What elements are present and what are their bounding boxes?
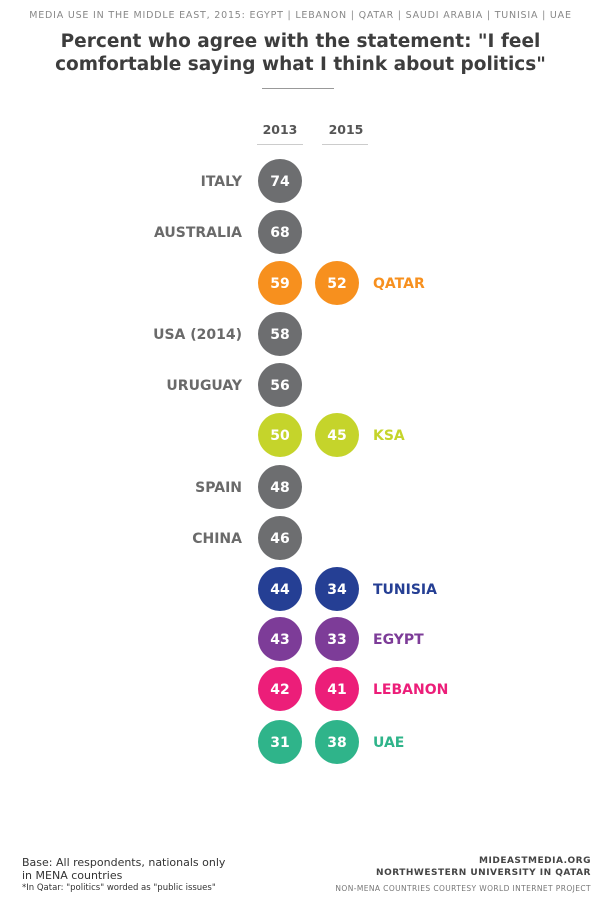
bubble-value-italy-2013: 74: [270, 174, 290, 190]
bubble-china-2013: [258, 516, 302, 560]
row-egypt: 43 33 EGYPT: [258, 617, 424, 661]
bubble-uruguay-2013: [258, 363, 302, 407]
bubble-value-usa-2014-2013: 58: [270, 327, 289, 343]
row-usa-2014: 58 USA (2014): [153, 312, 302, 356]
row-china: 46 CHINA: [192, 516, 302, 560]
base-note-line-1: Base: All respondents, nationals only: [22, 856, 226, 869]
qatar-note: *In Qatar: "politics" worded as "public …: [22, 883, 216, 893]
context-header: MEDIA USE IN THE MIDDLE EAST, 2015: EGYP…: [29, 10, 572, 21]
bubble-usa-2014-2013: [258, 312, 302, 356]
bubble-value-lebanon-2013: 42: [270, 682, 289, 698]
bubble-egypt-2015: [315, 617, 359, 661]
bubble-value-egypt-2015: 33: [327, 632, 346, 648]
column-rule-2013: [257, 144, 303, 145]
bubble-ksa-2013: [258, 413, 302, 457]
country-label-ksa: KSA: [373, 428, 405, 444]
bubble-value-egypt-2013: 43: [270, 632, 289, 648]
site-credit: MIDEASTMEDIA.ORG: [479, 856, 591, 866]
row-uruguay: 56 URUGUAY: [166, 363, 302, 407]
row-uae: 31 38 UAE: [258, 720, 404, 764]
bubble-value-uae-2013: 31: [270, 735, 289, 751]
base-note-line-2: in MENA countries: [22, 869, 123, 882]
bubble-value-tunisia-2013: 44: [270, 582, 290, 598]
country-label-qatar: QATAR: [373, 276, 425, 292]
row-lebanon: 42 41 LEBANON: [258, 667, 448, 711]
country-label-china: CHINA: [192, 531, 242, 547]
bubble-value-uae-2015: 38: [327, 735, 346, 751]
row-ksa: 50 45 KSA: [258, 413, 405, 457]
bubble-uae-2015: [315, 720, 359, 764]
country-label-uae: UAE: [373, 735, 404, 751]
country-label-lebanon: LEBANON: [373, 682, 448, 698]
country-label-australia: AUSTRALIA: [154, 225, 242, 241]
bubble-value-spain-2013: 48: [270, 480, 289, 496]
column-header-2015: 2015: [328, 122, 364, 137]
title-line-2: comfortable saying what I think about po…: [55, 54, 546, 75]
bubble-australia-2013: [258, 210, 302, 254]
country-label-tunisia: TUNISIA: [373, 582, 437, 598]
row-australia: 68 AUSTRALIA: [154, 210, 302, 254]
country-label-usa-2014: USA (2014): [153, 327, 242, 343]
row-spain: 48 SPAIN: [195, 465, 302, 509]
bubble-tunisia-2015: [315, 567, 359, 611]
bubble-spain-2013: [258, 465, 302, 509]
country-label-egypt: EGYPT: [373, 632, 424, 648]
bubble-value-qatar-2013: 59: [270, 276, 289, 292]
title-divider: [262, 88, 334, 89]
bubble-egypt-2013: [258, 617, 302, 661]
bubble-italy-2013: [258, 159, 302, 203]
country-label-spain: SPAIN: [195, 480, 242, 496]
column-header-2013: 2013: [262, 122, 298, 137]
bubble-uae-2013: [258, 720, 302, 764]
bubble-value-ksa-2015: 45: [327, 428, 346, 444]
bubble-value-qatar-2015: 52: [327, 276, 346, 292]
bubble-qatar-2015: [315, 261, 359, 305]
bubble-value-uruguay-2013: 56: [270, 378, 289, 394]
title-line-1: Percent who agree with the statement: "I…: [60, 31, 541, 52]
bubble-ksa-2015: [315, 413, 359, 457]
row-tunisia: 44 34 TUNISIA: [258, 567, 437, 611]
country-label-uruguay: URUGUAY: [166, 378, 242, 394]
bubble-lebanon-2015: [315, 667, 359, 711]
bubble-value-australia-2013: 68: [270, 225, 289, 241]
bubble-tunisia-2013: [258, 567, 302, 611]
base-note: Base: All respondents, nationals only in…: [22, 856, 225, 882]
country-label-italy: ITALY: [201, 174, 243, 190]
courtesy-credit: NON-MENA COUNTRIES COURTESY WORLD INTERN…: [335, 884, 591, 893]
row-italy: 74 ITALY: [201, 159, 302, 203]
bubble-value-tunisia-2015: 34: [327, 582, 347, 598]
bubble-value-lebanon-2015: 41: [327, 682, 346, 698]
bubble-qatar-2013: [258, 261, 302, 305]
bubble-value-ksa-2013: 50: [270, 428, 290, 444]
row-qatar: 59 52 QATAR: [258, 261, 425, 305]
column-rule-2015: [322, 144, 368, 145]
chart-title: Percent who agree with the statement: "I…: [20, 30, 581, 76]
bubble-lebanon-2013: [258, 667, 302, 711]
org-credit: NORTHWESTERN UNIVERSITY IN QATAR: [376, 868, 591, 878]
bubble-value-china-2013: 46: [270, 531, 289, 547]
